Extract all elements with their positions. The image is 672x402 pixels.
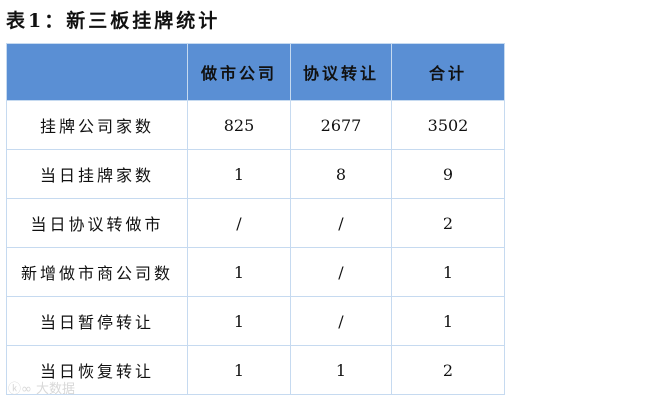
header-agreement-transfer: 协议转让 [290, 43, 392, 101]
cell-value: 1 [391, 296, 505, 346]
cell-value: / [290, 198, 392, 248]
header-row: 做市公司 协议转让 合计 [6, 43, 505, 101]
table-row: 当日协议转做市 //2 [6, 198, 505, 248]
watermark-logo: ⓚ∞ 大数据 [8, 382, 75, 397]
cell-value: 1 [290, 345, 392, 395]
row-label: 新增做市商公司数 [6, 247, 188, 297]
row-label: 当日协议转做市 [6, 198, 188, 248]
cell-value: 1 [187, 345, 291, 395]
cell-value: 9 [391, 149, 505, 199]
row-label: 当日恢复转让 [6, 345, 188, 395]
table-row: 挂牌公司家数 825 2677 3502 [6, 100, 505, 150]
cell-value: 825 [187, 100, 291, 150]
cell-value: 2677 [290, 100, 392, 150]
row-label: 挂牌公司家数 [6, 100, 188, 150]
table-row: 当日恢复转让 1 1 2 [6, 345, 505, 395]
cell-value: 3502 [391, 100, 505, 150]
cell-value: 8 [290, 149, 392, 199]
table-title: 表1：新三板挂牌统计 [6, 10, 221, 32]
cell-value: / [290, 296, 392, 346]
cell-value: 2 [391, 345, 505, 395]
table-row: 当日挂牌家数 1 8 9 [6, 149, 505, 199]
table-row: 当日暂停转让 1/1 [6, 296, 505, 346]
cell-value: 1 [187, 247, 291, 297]
header-market-making: 做市公司 [187, 43, 291, 101]
listing-stats-table: 做市公司 协议转让 合计 挂牌公司家数 825 2677 3502 当日挂牌家数 1 8 9 当… [6, 43, 505, 395]
row-label: 当日挂牌家数 [6, 149, 188, 199]
table-row: 新增做市商公司数 1/1 [6, 247, 505, 297]
row-label: 当日暂停转让 [6, 296, 188, 346]
cell-value: / [290, 247, 392, 297]
cell-value: 1 [187, 296, 291, 346]
cell-value: 2 [391, 198, 505, 248]
cell-value: 1 [391, 247, 505, 297]
header-total: 合计 [391, 43, 505, 101]
cell-value: 1 [187, 149, 291, 199]
cell-value: / [187, 198, 291, 248]
header-empty [6, 43, 188, 101]
